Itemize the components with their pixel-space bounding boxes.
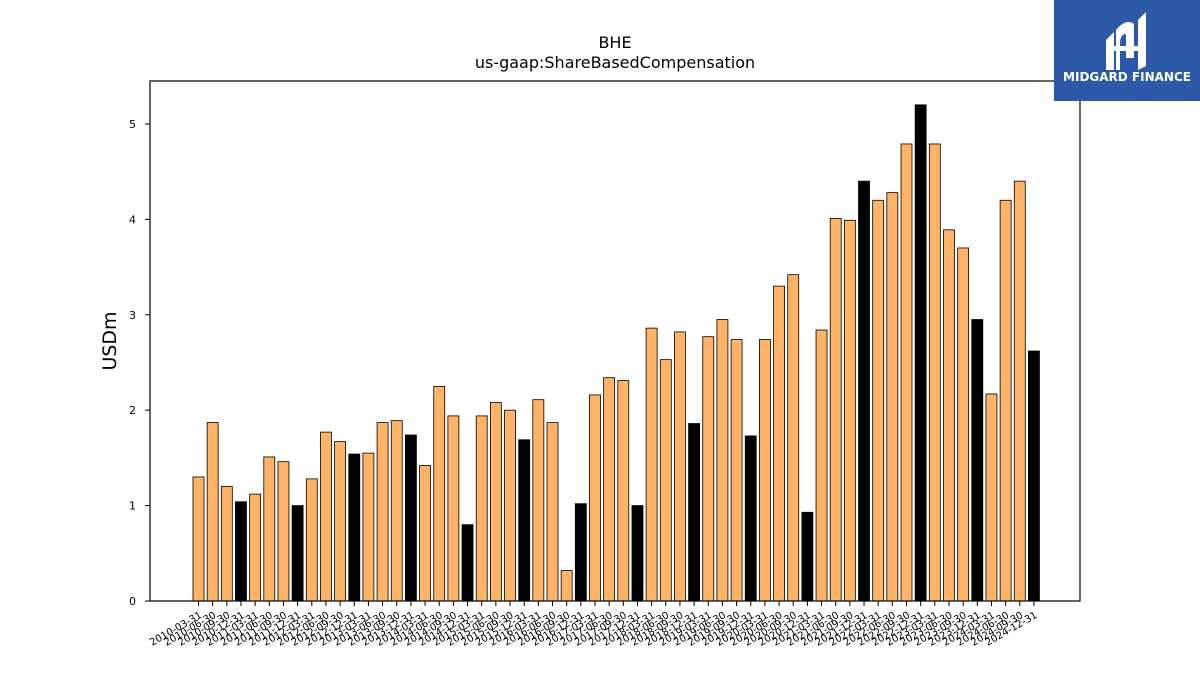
bar-2017-09-30 (617, 380, 630, 602)
bar-2016-06-30 (546, 422, 559, 602)
bar-2013-06-30 (376, 422, 389, 602)
chart-subtitle: us-gaap:ShareBasedCompensation (475, 53, 755, 72)
bar-2018-03-31 (645, 327, 658, 602)
bar-2021-06-30 (829, 217, 842, 602)
bar-2016-09-30 (560, 570, 573, 602)
bar-2016-03-31 (532, 399, 545, 602)
bar-2022-03-31 (872, 199, 885, 602)
bar-2012-03-31 (305, 478, 318, 602)
brand-name: MIDGARD FINANCE (1063, 70, 1191, 84)
y-axis-label: USDm (99, 311, 121, 370)
bar-2014-09-30 (447, 415, 460, 602)
y-tick-label: 1 (129, 500, 136, 513)
bar-2022-12-31 (914, 104, 927, 602)
bar-2019-09-30 (730, 339, 743, 602)
bar-2018-06-30 (659, 359, 672, 602)
bar-2020-09-30 (787, 274, 800, 602)
bar-2017-12-31 (631, 505, 644, 602)
bar-2013-09-30 (390, 420, 403, 602)
bar-2011-03-31 (249, 493, 262, 602)
bar-2020-12-31 (801, 511, 814, 602)
bar-2024-12-31 (1028, 350, 1040, 602)
bar-2021-03-31 (815, 329, 828, 602)
bar-2014-12-31 (461, 524, 474, 602)
bar-2020-06-30 (773, 285, 785, 602)
bar-2012-12-31 (348, 453, 361, 602)
bar-2012-06-30 (320, 431, 332, 602)
bar-2019-06-30 (716, 319, 729, 602)
bars-group (192, 104, 1040, 602)
bar-2014-03-31 (419, 465, 431, 602)
bar-2024-06-30 (999, 199, 1012, 602)
y-tick-label: 2 (129, 404, 136, 417)
bar-2015-03-31 (475, 415, 488, 602)
bar-2017-06-30 (603, 377, 616, 602)
y-tick-label: 0 (129, 595, 136, 608)
bar-2023-09-30 (957, 247, 970, 602)
brand-logo: MIDGARD FINANCE (1054, 0, 1200, 101)
y-axis: 0 1 2 3 4 5 (129, 118, 150, 608)
bar-2011-06-30 (263, 456, 276, 602)
bar-2013-12-31 (404, 434, 417, 602)
bar-2023-06-30 (943, 229, 955, 602)
y-tick-label: 5 (129, 118, 136, 131)
bar-2010-06-30 (206, 422, 219, 602)
bar-2022-09-30 (900, 143, 913, 602)
bar-2018-12-31 (688, 423, 700, 602)
bar-2023-12-31 (971, 319, 984, 602)
bar-2023-03-31 (928, 143, 941, 602)
bar-2010-03-31 (192, 476, 205, 602)
bar-2012-09-30 (334, 441, 347, 602)
bar-2017-03-31 (589, 394, 601, 602)
bar-2024-09-30 (1013, 180, 1026, 602)
bar-2024-03-31 (985, 393, 998, 602)
bar-2013-03-31 (362, 452, 375, 602)
chart-title: BHE (598, 33, 631, 52)
bar-2015-09-30 (504, 409, 516, 602)
bar-2018-09-30 (674, 331, 686, 602)
bar-2020-03-31 (759, 339, 771, 602)
y-tick-label: 4 (129, 213, 136, 226)
bar-2011-09-30 (277, 461, 290, 602)
plot-frame (149, 80, 1081, 602)
bar-2019-03-31 (702, 336, 715, 602)
bar-2019-12-31 (744, 435, 757, 602)
bar-2016-12-31 (574, 503, 587, 602)
bar-2021-09-30 (843, 219, 856, 602)
x-axis: 2010-03-312010-06-302010-09-302010-12-31… (148, 601, 1039, 649)
bar-2022-06-30 (886, 192, 899, 602)
bar-2010-12-31 (235, 501, 247, 602)
bar-2010-09-30 (220, 486, 233, 602)
bar-2011-12-31 (291, 505, 304, 602)
y-tick-label: 3 (129, 309, 136, 322)
bar-2014-06-30 (433, 385, 446, 602)
midgard-logo-icon (1106, 12, 1146, 70)
bar-2021-12-31 (858, 180, 870, 602)
bar-2015-12-31 (518, 439, 531, 602)
bar-2015-06-30 (489, 402, 502, 602)
